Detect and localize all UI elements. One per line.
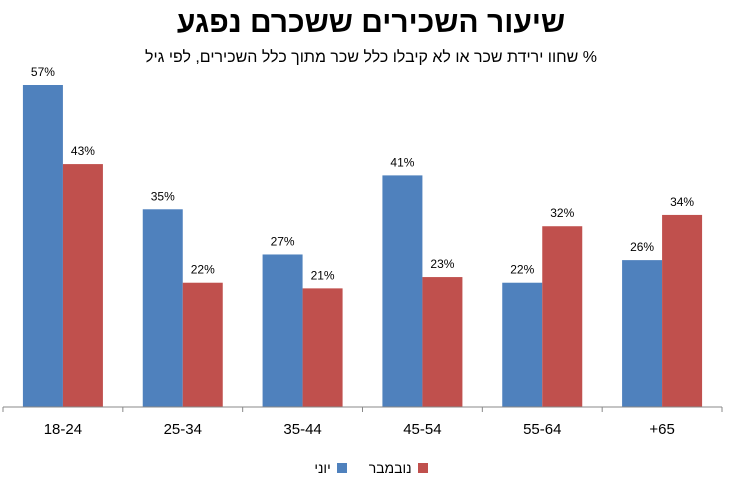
bar-november-35-44	[302, 288, 343, 407]
category-label-25-34: 25-34	[164, 421, 202, 438]
data-label-november-18-24: 43%	[71, 144, 95, 158]
bar-november-55-64	[542, 226, 583, 407]
data-label-june-+65: 26%	[630, 240, 654, 254]
data-label-june-55-64: 22%	[510, 263, 534, 277]
bar-november-+65	[662, 214, 703, 407]
data-label-june-35-44: 27%	[271, 234, 295, 248]
data-labels-layer: 57% 43% 35% 22% 27% 21% 41% 23% 22% 32% 26% 34%	[31, 65, 695, 282]
x-axis-categories: 18-24 25-34 35-44 45-54 55-64 +65	[44, 421, 675, 438]
legend-swatch-june	[336, 463, 347, 473]
data-label-november-45-54: 23%	[430, 257, 454, 271]
legend-item-november: נובמבר	[369, 460, 428, 476]
legend-label-november: נובמבר	[368, 460, 412, 476]
bar-november-25-34	[182, 282, 223, 407]
legend-item-june: יוני	[314, 460, 347, 476]
bar-june-18-24	[22, 85, 63, 407]
bar-june-+65	[622, 260, 663, 407]
category-label-+65: +65	[649, 421, 674, 438]
chart-subtitle: % שחוו ירידת שכר או לא קיבלו כלל שכר מתו…	[145, 49, 597, 66]
data-label-november-+65: 34%	[670, 195, 694, 209]
data-label-june-45-54: 41%	[390, 155, 414, 169]
bar-november-18-24	[62, 164, 103, 407]
x-axis-ticks	[2, 407, 723, 412]
bar-june-45-54	[382, 175, 423, 407]
data-label-june-25-34: 35%	[151, 189, 175, 203]
data-label-november-55-64: 32%	[550, 206, 574, 220]
data-label-june-18-24: 57%	[31, 65, 55, 79]
category-label-18-24: 18-24	[44, 421, 82, 438]
data-label-november-25-34: 22%	[191, 263, 215, 277]
category-label-35-44: 35-44	[283, 421, 321, 438]
bar-june-35-44	[262, 254, 303, 407]
bars-layer	[22, 85, 703, 407]
bar-november-45-54	[422, 277, 463, 407]
category-label-55-64: 55-64	[523, 421, 561, 438]
bar-june-55-64	[502, 282, 543, 407]
bar-june-25-34	[142, 209, 183, 407]
chart-title: שיעור השכירים ששכרם נפגע	[176, 6, 566, 39]
legend-swatch-november	[417, 463, 428, 473]
data-label-november-35-44: 21%	[311, 268, 335, 282]
legend: יוני נובמבר	[0, 460, 742, 476]
legend-label-june: יוני	[314, 460, 331, 476]
category-label-45-54: 45-54	[403, 421, 441, 438]
